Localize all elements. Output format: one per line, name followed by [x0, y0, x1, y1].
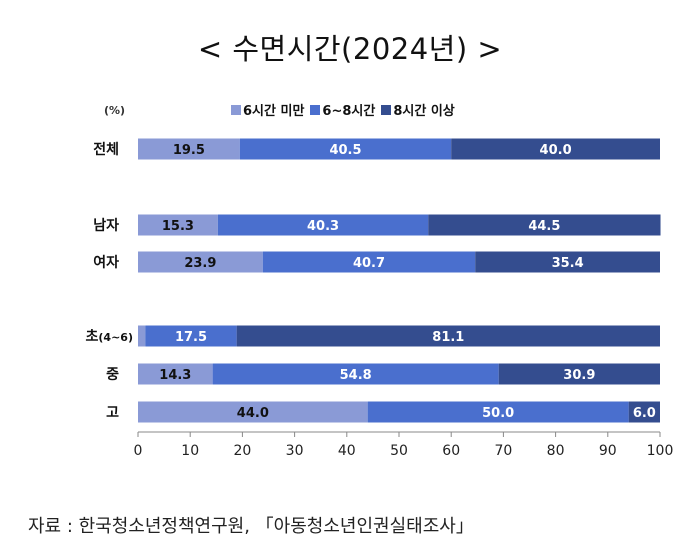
bar-segment — [451, 138, 660, 160]
data-label: 40.0 — [540, 143, 572, 158]
data-label: 40.7 — [353, 256, 385, 271]
x-tick-label: 40 — [338, 443, 356, 459]
source-note: 자료 : 한국청소년정책연구원, 「아동청소년인권실태조사」 — [28, 516, 474, 537]
legend-swatch — [310, 104, 321, 115]
x-tick-label: 10 — [181, 443, 199, 459]
x-tick-label: 90 — [599, 443, 617, 459]
x-tick-label: 70 — [494, 443, 512, 459]
legend-label: 6~8시간 — [322, 104, 376, 119]
category-label: 중 — [106, 367, 119, 383]
legend-swatch — [381, 104, 392, 115]
bar-segment — [262, 251, 476, 273]
bar-segment — [239, 138, 452, 160]
chart-title: < 수면시간(2024년) > — [197, 32, 503, 66]
bar-segment — [236, 325, 660, 347]
data-label: 44.5 — [528, 219, 560, 234]
legend: 6시간 미만 6~8시간 8시간 이상 — [231, 100, 455, 119]
data-label: 6.0 — [633, 406, 656, 421]
data-label: 35.4 — [552, 256, 584, 271]
category-label: 전체 — [93, 141, 119, 158]
data-label: 54.8 — [340, 368, 372, 383]
bar-segment — [138, 214, 218, 236]
bar-segment — [138, 401, 368, 423]
category-label: 고 — [106, 405, 119, 421]
category-label: 여자 — [93, 254, 119, 271]
data-label: 50.0 — [482, 406, 514, 421]
legend-item: 6~8시간 — [310, 100, 375, 119]
category-label: 초(4~6) — [86, 329, 133, 345]
legend-item: 8시간 이상 — [381, 100, 455, 119]
data-label: 40.3 — [307, 219, 339, 234]
category-label: 남자 — [93, 217, 119, 234]
legend-swatch — [231, 104, 241, 115]
x-tick-label: 80 — [547, 443, 565, 459]
data-label: 44.0 — [237, 406, 269, 421]
data-label: 81.1 — [432, 330, 464, 345]
bar-segment — [138, 325, 146, 347]
data-label: 23.9 — [184, 256, 216, 271]
x-tick-label: 20 — [233, 443, 251, 459]
data-label: 30.9 — [563, 368, 595, 383]
x-tick-label: 50 — [390, 443, 408, 459]
unit-label: (%) — [104, 104, 126, 117]
legend-item: 6시간 미만 — [231, 100, 304, 119]
data-label: 40.5 — [329, 143, 361, 158]
data-label: 19.5 — [173, 143, 205, 158]
x-tick-label: 60 — [442, 443, 460, 459]
bar-segment — [367, 401, 629, 423]
data-label: 14.3 — [159, 368, 191, 383]
bar-segment — [428, 214, 661, 236]
x-tick-label: 100 — [647, 443, 674, 459]
legend-label: 8시간 이상 — [393, 104, 455, 119]
legend-label: 6시간 미만 — [243, 104, 305, 119]
data-label: 15.3 — [162, 219, 194, 234]
bar-segment — [138, 363, 213, 385]
bar-segment — [145, 325, 237, 347]
x-tick-label: 30 — [286, 443, 304, 459]
bar-segment — [475, 251, 660, 273]
data-label: 17.5 — [175, 330, 207, 345]
bar-segment — [138, 138, 240, 160]
x-tick-label: 0 — [134, 443, 143, 459]
bar-segment — [628, 401, 660, 423]
bar-segment — [138, 251, 263, 273]
bar-segment — [217, 214, 429, 236]
bar-segment — [498, 363, 660, 385]
bar-segment — [212, 363, 499, 385]
